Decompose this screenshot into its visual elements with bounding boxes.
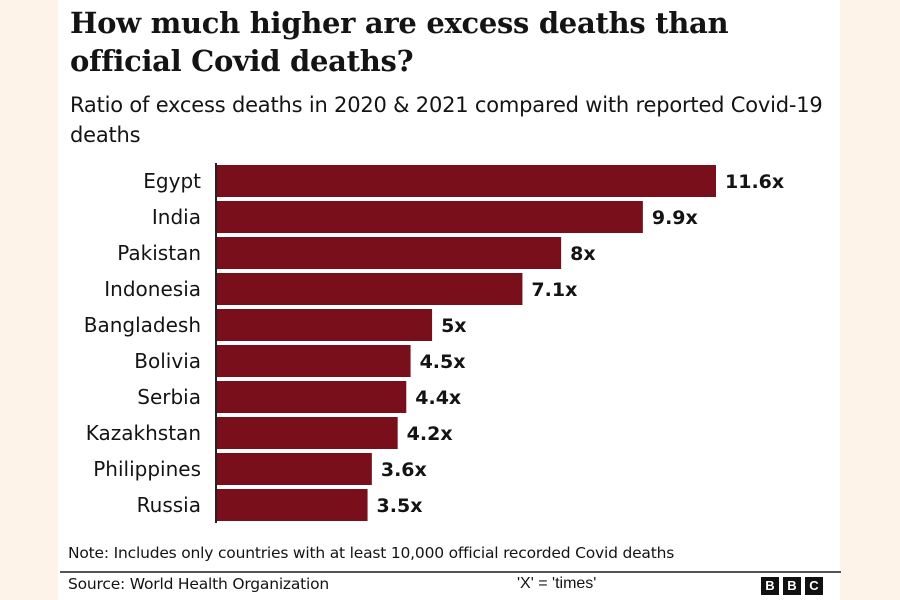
footer-divider	[60, 571, 841, 573]
category-label: Pakistan	[117, 241, 201, 265]
data-label: 4.4x	[415, 387, 461, 409]
category-label: Serbia	[137, 385, 201, 409]
chart-title: How much higher are excess deaths than o…	[70, 6, 729, 78]
category-label: Philippines	[93, 457, 201, 481]
bar-bolivia	[217, 345, 411, 377]
times-legend-note: 'X' = 'times'	[517, 575, 597, 592]
category-label: Kazakhstan	[86, 421, 201, 445]
data-label: 3.6x	[381, 459, 427, 481]
data-label: 9.9x	[652, 207, 698, 229]
category-label: Bangladesh	[84, 313, 201, 337]
chart-subtitle: Ratio of excess deaths in 2020 & 2021 co…	[70, 93, 823, 147]
data-label: 7.1x	[531, 279, 577, 301]
category-label: Russia	[137, 493, 201, 517]
bbc-logo: B B C	[761, 577, 823, 595]
source-credit: Source: World Health Organization	[68, 575, 330, 593]
bar-india	[217, 201, 643, 233]
bar-kazakhstan	[217, 417, 398, 449]
data-label: 5x	[441, 315, 466, 337]
data-label: 11.6x	[725, 171, 784, 193]
category-label: Indonesia	[104, 277, 201, 301]
category-label: India	[152, 205, 201, 229]
data-label: 4.2x	[407, 423, 453, 445]
bar-pakistan	[217, 237, 562, 269]
data-label: 3.5x	[377, 495, 423, 517]
bar-philippines	[217, 453, 372, 485]
bar-russia	[217, 489, 368, 521]
bar-bangladesh	[217, 309, 433, 341]
data-label: 8x	[570, 243, 595, 265]
bar-indonesia	[217, 273, 523, 305]
chart-note: Note: Includes only countries with at le…	[68, 544, 675, 562]
bbc-logo-letter: B	[761, 577, 779, 595]
category-label: Egypt	[143, 169, 201, 193]
bbc-logo-letter: C	[805, 577, 823, 595]
data-label: 4.5x	[420, 351, 466, 373]
category-label: Bolivia	[134, 349, 201, 373]
bar-serbia	[217, 381, 407, 413]
bar-egypt	[217, 165, 716, 197]
bbc-logo-letter: B	[783, 577, 801, 595]
